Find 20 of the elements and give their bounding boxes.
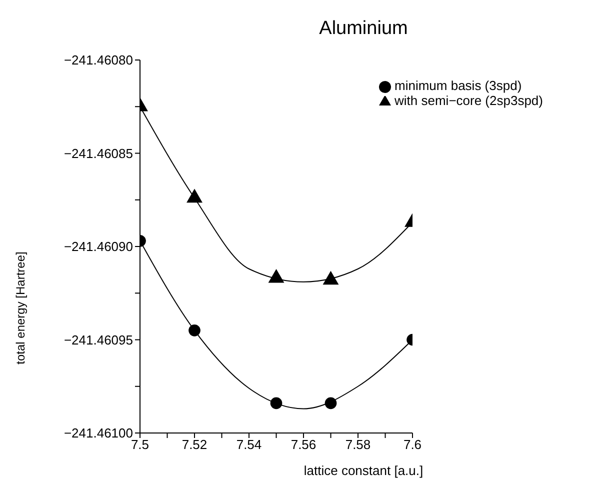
y-axis-title: total energy [Hartree] [13,252,28,364]
y-tick-label: −241.46080 [64,52,133,68]
x-tick-label: 7.54 [236,437,262,452]
legend-label: minimum basis (3spd) [394,78,522,93]
point [270,397,282,410]
x-axis-title: lattice constant [a.u.] [302,463,424,478]
point [268,269,284,283]
x-tick-label: 7.58 [345,437,371,452]
x-tick-label: 7.52 [182,437,208,452]
y-tick-label: −241.46090 [64,239,133,254]
point [322,270,339,285]
legend-label: with semi−core (2sp3spd) [394,93,543,108]
y-tick-label: −241.46085 [64,146,133,161]
chart-title: Aluminium [318,18,409,40]
y-tick-label: −241.46100 [64,426,133,441]
x-tick-label: 7.5 [130,437,150,452]
x-tick-label: 7.56 [290,437,316,452]
point [324,397,337,410]
x-tick-label: 7.6 [403,437,422,452]
y-tick-label: −241.46095 [64,332,133,348]
